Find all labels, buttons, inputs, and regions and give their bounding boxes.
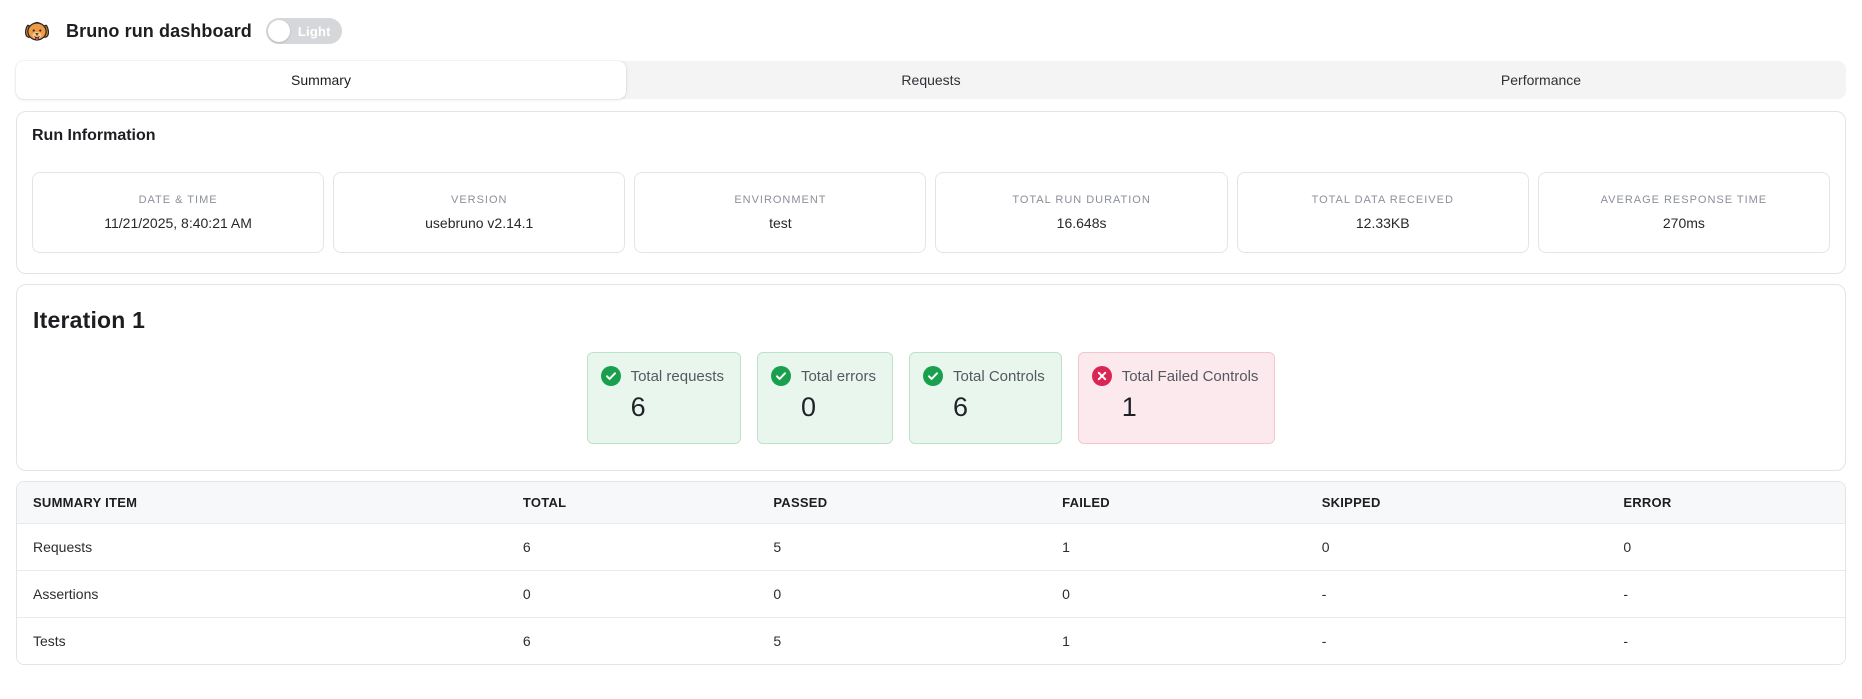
- info-card-label: AVERAGE RESPONSE TIME: [1600, 194, 1768, 206]
- stat-value: 1: [1121, 392, 1137, 422]
- info-card-value: 16.648s: [1056, 215, 1107, 231]
- cell-error: -: [1607, 570, 1845, 618]
- column-header-total: TOTAL: [506, 482, 758, 524]
- info-card-value: 12.33KB: [1355, 215, 1410, 231]
- stat-card-total-controls: Total Controls 6: [908, 352, 1062, 444]
- cell-skipped: 0: [1305, 523, 1608, 571]
- table-row-requests: Requests 6 5 1 0 0: [17, 523, 1845, 571]
- stat-card-total-errors: Total errors 0: [756, 352, 893, 444]
- info-card-value: usebruno v2.14.1: [425, 215, 534, 231]
- tab-summary[interactable]: Summary: [16, 61, 626, 99]
- info-card-label: DATE & TIME: [138, 194, 218, 206]
- run-information-title: Run Information: [32, 127, 156, 144]
- info-card-total-run-duration: TOTAL RUN DURATION 16.648s: [935, 172, 1228, 253]
- stat-value: 6: [952, 392, 969, 422]
- run-information-cards: DATE & TIME 11/21/2025, 8:40:21 AM VERSI…: [32, 172, 1830, 253]
- toggle-knob: [267, 20, 290, 42]
- stat-label: Total errors: [800, 367, 876, 385]
- cell-failed: 1: [1046, 617, 1306, 664]
- info-card-label: TOTAL DATA RECEIVED: [1311, 194, 1454, 206]
- cell-total: 6: [506, 523, 758, 571]
- check-circle-icon: [770, 366, 791, 386]
- stat-value: 6: [630, 392, 646, 422]
- toggle-label: Light: [297, 23, 331, 39]
- page-title: Bruno run dashboard: [66, 20, 252, 41]
- cell-passed: 5: [757, 617, 1047, 664]
- stat-value: 0: [800, 392, 816, 422]
- tab-bar: Summary Requests Performance: [16, 61, 1846, 99]
- check-circle-icon: [922, 366, 943, 386]
- cell-failed: 1: [1046, 523, 1306, 571]
- info-card-value: 270ms: [1662, 215, 1705, 231]
- iteration-stats-row: Total requests 6 Total errors 0: [33, 352, 1829, 444]
- stat-card-total-requests: Total requests 6: [586, 352, 741, 444]
- iteration-title: Iteration 1: [33, 307, 146, 333]
- cell-item: Requests: [17, 523, 507, 571]
- info-card-version: VERSION usebruno v2.14.1: [333, 172, 626, 253]
- column-header-summary-item: SUMMARY ITEM: [17, 482, 507, 524]
- table-row-tests: Tests 6 5 1 - -: [17, 617, 1845, 664]
- cell-passed: 5: [757, 523, 1047, 571]
- column-header-error: ERROR: [1607, 482, 1845, 524]
- info-card-value: 11/21/2025, 8:40:21 AM: [104, 215, 252, 231]
- cell-error: 0: [1607, 523, 1845, 571]
- tab-requests[interactable]: Requests: [626, 61, 1236, 99]
- dashboard-page: Bruno run dashboard Light Summary Reques…: [0, 14, 1862, 665]
- check-circle-icon: [600, 366, 621, 386]
- summary-table: SUMMARY ITEM TOTAL PASSED FAILED SKIPPED…: [16, 481, 1846, 665]
- info-card-total-data-received: TOTAL DATA RECEIVED 12.33KB: [1236, 172, 1529, 253]
- cell-total: 0: [506, 570, 758, 618]
- theme-toggle[interactable]: Light: [265, 18, 342, 44]
- stat-label: Total Failed Controls: [1121, 367, 1259, 385]
- column-header-skipped: SKIPPED: [1305, 482, 1608, 524]
- run-information-section: Run Information DATE & TIME 11/21/2025, …: [16, 111, 1846, 274]
- stat-card-total-failed-controls: Total Failed Controls 1: [1077, 352, 1276, 444]
- column-header-failed: FAILED: [1046, 482, 1306, 524]
- info-card-value: test: [769, 215, 792, 231]
- x-circle-icon: [1091, 366, 1112, 386]
- app-header: Bruno run dashboard Light: [22, 14, 1840, 48]
- column-header-passed: PASSED: [757, 482, 1047, 524]
- cell-skipped: -: [1305, 617, 1608, 664]
- info-card-environment: ENVIRONMENT test: [634, 172, 927, 253]
- info-card-label: ENVIRONMENT: [734, 194, 827, 206]
- stat-label: Total requests: [630, 367, 724, 385]
- cell-failed: 0: [1046, 570, 1306, 618]
- table-row-assertions: Assertions 0 0 0 - -: [17, 570, 1845, 618]
- table-header-row: SUMMARY ITEM TOTAL PASSED FAILED SKIPPED…: [17, 482, 1845, 524]
- info-card-label: VERSION: [451, 194, 508, 206]
- bruno-dog-logo-icon: [22, 16, 52, 46]
- cell-item: Assertions: [17, 570, 507, 618]
- cell-skipped: -: [1305, 570, 1608, 618]
- cell-error: -: [1607, 617, 1845, 664]
- iteration-section: Iteration 1 Total requests 6 Total error…: [16, 284, 1846, 471]
- cell-total: 6: [506, 617, 758, 664]
- tab-performance[interactable]: Performance: [1236, 61, 1846, 99]
- info-card-label: TOTAL RUN DURATION: [1012, 194, 1151, 206]
- info-card-date-time: DATE & TIME 11/21/2025, 8:40:21 AM: [32, 172, 325, 253]
- cell-item: Tests: [17, 617, 507, 664]
- cell-passed: 0: [757, 570, 1047, 618]
- info-card-average-response-time: AVERAGE RESPONSE TIME 270ms: [1537, 172, 1830, 253]
- stat-label: Total Controls: [952, 367, 1045, 385]
